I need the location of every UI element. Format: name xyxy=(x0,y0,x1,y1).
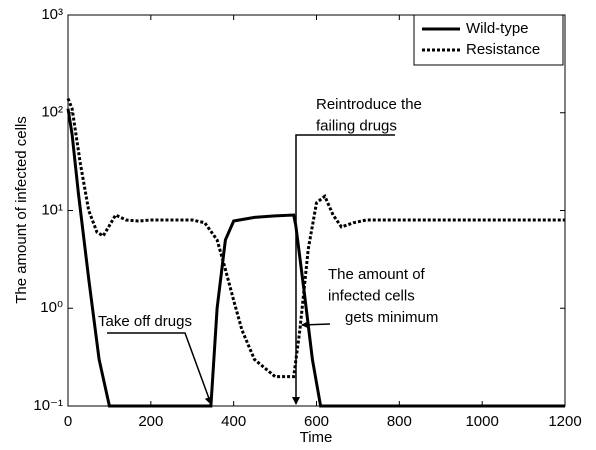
annotation: failing drugs xyxy=(316,117,397,134)
legend-label: Wild-type xyxy=(466,20,529,37)
x-tick-label: 1200 xyxy=(548,413,581,430)
x-tick-label: 0 xyxy=(64,413,72,430)
x-tick-label: 200 xyxy=(138,413,163,430)
series-line xyxy=(66,97,565,379)
y-tick-label: 10² xyxy=(41,104,63,121)
plot-frame xyxy=(67,14,566,407)
x-tick-label: 400 xyxy=(221,413,246,430)
x-tick-label: 600 xyxy=(304,413,329,430)
annotation-arrow xyxy=(292,134,395,405)
annotation: infected cells xyxy=(328,287,415,304)
y-tick-label: 10⁰ xyxy=(40,299,63,316)
y-tick-label: 10⁻¹ xyxy=(33,397,63,414)
y-tick-label: 10³ xyxy=(41,6,63,23)
series-line xyxy=(66,108,565,408)
annotation-arrow xyxy=(107,332,213,405)
x-tick-label: 1000 xyxy=(465,413,498,430)
x-axis-label: Time xyxy=(300,429,333,446)
annotation: Reintroduce the xyxy=(316,96,422,113)
legend-label: Resistance xyxy=(466,41,540,58)
annotation: gets minimum xyxy=(345,309,438,326)
annotation-arrow xyxy=(301,320,331,329)
annotation: The amount of xyxy=(328,266,426,283)
legend-box xyxy=(413,14,564,66)
y-axis-label: The amount of infected cells xyxy=(13,116,30,304)
y-tick-label: 10¹ xyxy=(41,201,63,218)
x-tick-label: 800 xyxy=(387,413,412,430)
annotation: Take off drugs xyxy=(98,313,192,330)
